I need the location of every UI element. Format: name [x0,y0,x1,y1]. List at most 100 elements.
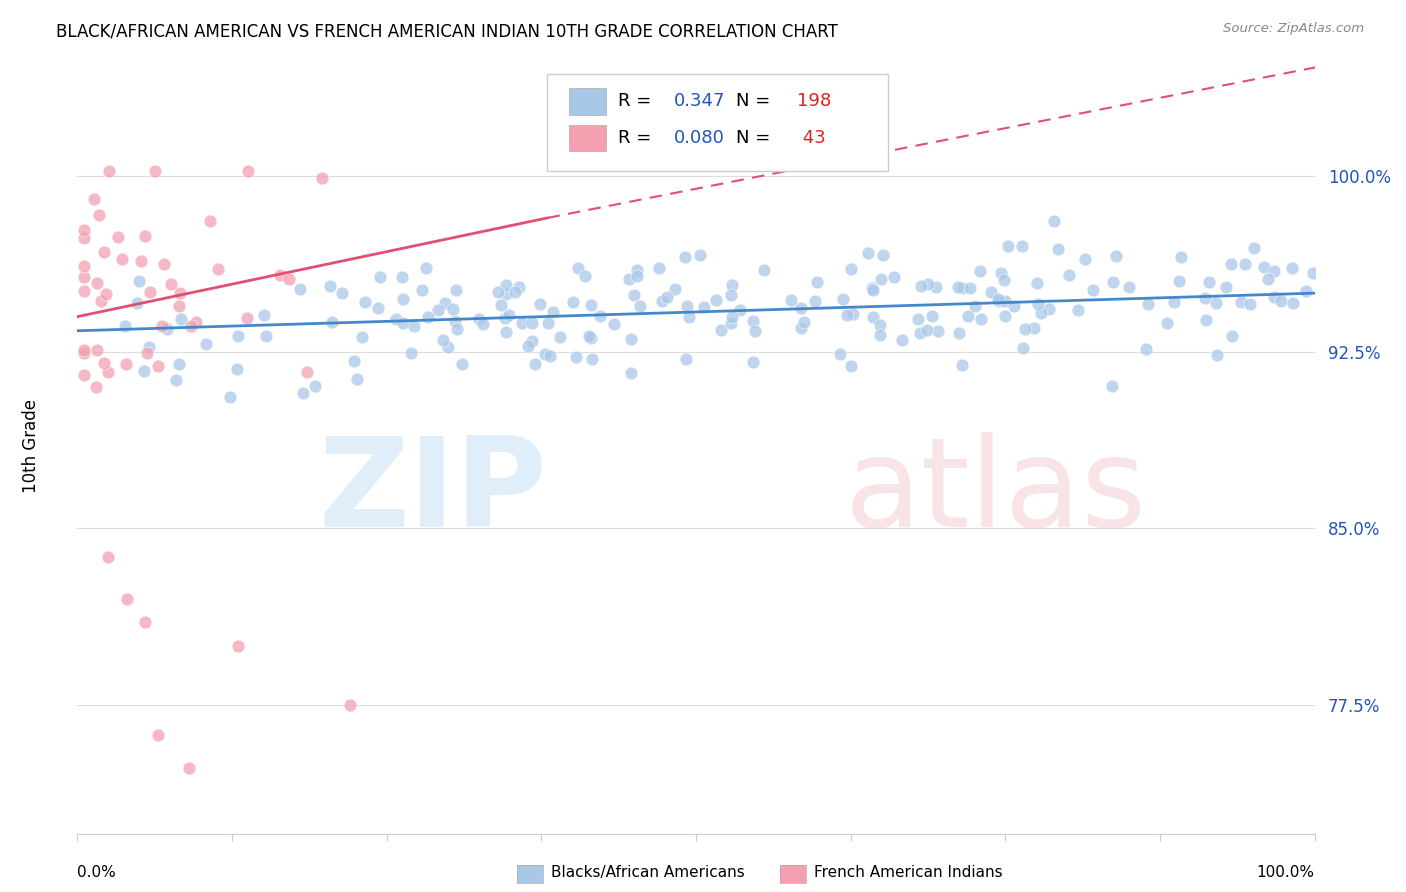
Point [1043,214,1066,228]
Point [486,285,509,300]
Point [1257,272,1279,286]
Point [581,331,603,345]
Point [114,357,136,371]
Point [226,328,249,343]
Point [150,319,173,334]
Point [304,379,326,393]
Point [288,282,311,296]
Point [617,271,640,285]
Point [411,283,433,297]
Point [915,323,938,337]
Point [1024,321,1046,335]
Point [508,280,530,294]
Point [219,390,242,404]
Text: N =: N = [735,92,770,110]
Point [860,280,883,294]
Point [132,364,155,378]
Point [529,296,551,310]
Point [994,309,1017,323]
Point [134,615,156,630]
Text: Blacks/African Americans: Blacks/African Americans [551,865,745,880]
Point [578,329,600,343]
Point [1081,284,1104,298]
Point [655,291,678,305]
Bar [568,88,606,115]
Point [839,261,862,276]
Point [537,316,560,330]
Point [1059,268,1081,282]
Point [498,308,520,322]
Point [236,164,259,178]
Point [254,329,277,343]
Point [367,301,389,315]
Point [226,639,249,653]
Point [1198,275,1220,289]
Point [437,340,460,354]
Point [98,164,121,178]
Point [195,337,218,351]
Point [869,327,891,342]
Text: 0.080: 0.080 [673,129,724,147]
Point [125,296,148,310]
Bar [568,125,606,151]
Point [987,292,1010,306]
Point [134,228,156,243]
Point [1239,297,1261,311]
Point [391,270,413,285]
Point [489,297,512,311]
Point [841,307,863,321]
Point [567,261,589,276]
Text: Source: ZipAtlas.com: Source: ZipAtlas.com [1223,22,1364,36]
Point [1101,379,1123,393]
Point [90,294,112,309]
Point [626,263,648,277]
Point [415,260,437,275]
Point [720,316,742,330]
Point [948,326,970,340]
Point [236,311,259,326]
Point [253,308,276,322]
Point [495,278,517,293]
Point [321,315,343,329]
Point [623,288,645,302]
Point [1195,312,1218,326]
Point [1118,280,1140,294]
Point [579,298,602,312]
Point [128,274,150,288]
Point [446,322,468,336]
Point [550,329,572,343]
Point [385,312,408,326]
Point [561,294,583,309]
Text: BLACK/AFRICAN AMERICAN VS FRENCH AMERICAN INDIAN 10TH GRADE CORRELATION CHART: BLACK/AFRICAN AMERICAN VS FRENCH AMERICA… [56,22,838,40]
Point [862,310,884,324]
Point [451,357,474,371]
Point [872,248,894,262]
Point [495,325,517,339]
Point [170,311,193,326]
Point [664,281,686,295]
Point [392,316,415,330]
Point [495,286,517,301]
Point [83,192,105,206]
Text: French American Indians: French American Indians [814,865,1002,880]
FancyBboxPatch shape [547,73,887,170]
Point [1002,299,1025,313]
Point [136,345,159,359]
Point [184,315,207,329]
Point [907,312,929,326]
Point [494,310,516,325]
Point [84,380,107,394]
Text: 198: 198 [797,92,832,110]
Point [138,340,160,354]
Point [543,304,565,318]
Point [890,333,912,347]
Point [143,164,166,178]
Point [862,283,884,297]
Point [339,698,361,712]
Point [744,324,766,338]
Point [648,261,671,276]
Point [93,356,115,370]
Point [311,170,333,185]
Point [444,314,467,328]
Point [111,252,134,267]
